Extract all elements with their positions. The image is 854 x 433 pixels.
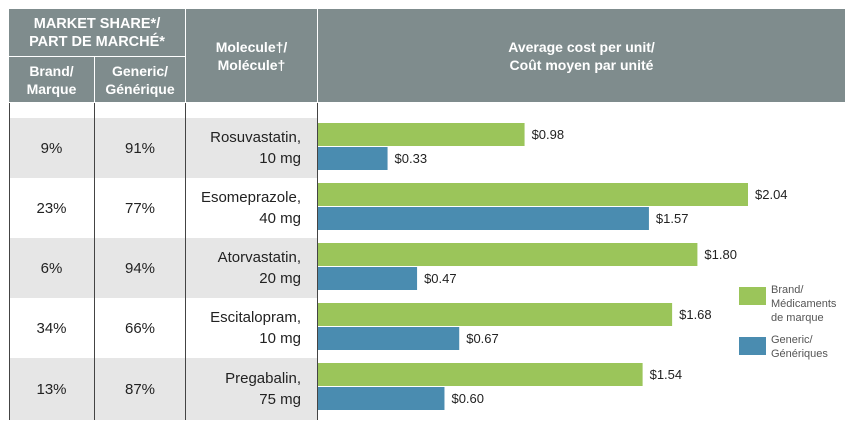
brand-share-cell: 23% (36, 199, 67, 217)
generic-share-header: Generic/ Générique (95, 57, 185, 102)
brand-share-cell: 13% (36, 380, 67, 398)
brand-cost-label: $2.04 (755, 187, 788, 202)
brand-cost-bar (318, 363, 643, 386)
brand-cost-label: $1.68 (679, 307, 712, 322)
legend-generic-label: Generic/ Génériques (771, 334, 828, 360)
brand-share-cell: 9% (40, 139, 63, 157)
brand-cost-bar (318, 123, 525, 146)
generic-cost-label: $0.67 (466, 331, 499, 346)
market-share-header: MARKET SHARE*/ PART DE MARCHÉ* (9, 9, 185, 56)
molecule-cell: Esomeprazole, 40 mg (200, 189, 301, 227)
molecule-cell: Pregabalin, 75 mg (225, 370, 301, 408)
legend-brand-swatch (739, 287, 766, 305)
brand-cost-label: $1.80 (704, 247, 737, 262)
brand-cost-bar (318, 243, 698, 266)
molecule-header-label: Molecule†/ Molécule† (215, 38, 288, 73)
generic-cost-label: $0.33 (395, 151, 428, 166)
molecule-cell: Atorvastatin, 20 mg (217, 249, 301, 287)
brand-cost-bar (318, 303, 673, 326)
generic-cost-bar (318, 267, 418, 290)
brand-cost-bar (318, 183, 748, 206)
brand-share-header: Brand/ Marque (9, 57, 94, 102)
generic-share-cell: 87% (124, 380, 156, 398)
generic-cost-label: $0.47 (424, 271, 457, 286)
table-row: 13% 87% Pregabalin, 75 mg (9, 358, 317, 420)
molecule-cell: Escitalopram, 10 mg (210, 309, 301, 347)
generic-share-cell: 91% (124, 139, 156, 157)
generic-share-cell: 66% (124, 319, 156, 337)
avg-cost-header: Average cost per unit/ Coût moyen par un… (318, 9, 845, 102)
molecule-cell: Rosuvastatin, 10 mg (210, 129, 301, 167)
generic-cost-bar (318, 207, 649, 230)
table-row: 9% 91% Rosuvastatin, 10 mg (9, 118, 317, 178)
avg-cost-header-label: Average cost per unit/ Coût moyen par un… (508, 38, 655, 73)
generic-share-cell: 94% (124, 259, 156, 277)
table-row: 34% 66% Escitalopram, 10 mg (9, 298, 317, 358)
brand-share-header-label: Brand/ Marque (26, 62, 77, 97)
column-divider (185, 103, 186, 420)
brand-share-cell: 6% (40, 259, 63, 277)
legend-brand-label: Brand/ Médicaments de marque (771, 284, 837, 324)
generic-cost-bar (318, 147, 388, 170)
brand-cost-label: $0.98 (532, 127, 565, 142)
generic-share-cell: 77% (124, 199, 156, 217)
brand-cost-label: $1.54 (650, 367, 683, 382)
column-divider (94, 103, 95, 420)
table-row: 23% 77% Esomeprazole, 40 mg (9, 178, 317, 238)
molecule-header: Molecule†/ Molécule† (186, 9, 317, 102)
generic-cost-bar (318, 327, 460, 350)
column-divider (9, 103, 10, 420)
table-row: 6% 94% Atorvastatin, 20 mg (9, 238, 317, 298)
market-share-header-label: MARKET SHARE*/ PART DE MARCHÉ* (29, 15, 165, 50)
generic-cost-bar (318, 387, 445, 410)
generic-cost-label: $1.57 (656, 211, 689, 226)
generic-share-header-label: Generic/ Générique (105, 62, 175, 97)
generic-cost-label: $0.60 (451, 391, 484, 406)
legend-generic-swatch (739, 337, 766, 355)
brand-share-cell: 34% (36, 319, 67, 337)
column-divider (317, 103, 318, 420)
